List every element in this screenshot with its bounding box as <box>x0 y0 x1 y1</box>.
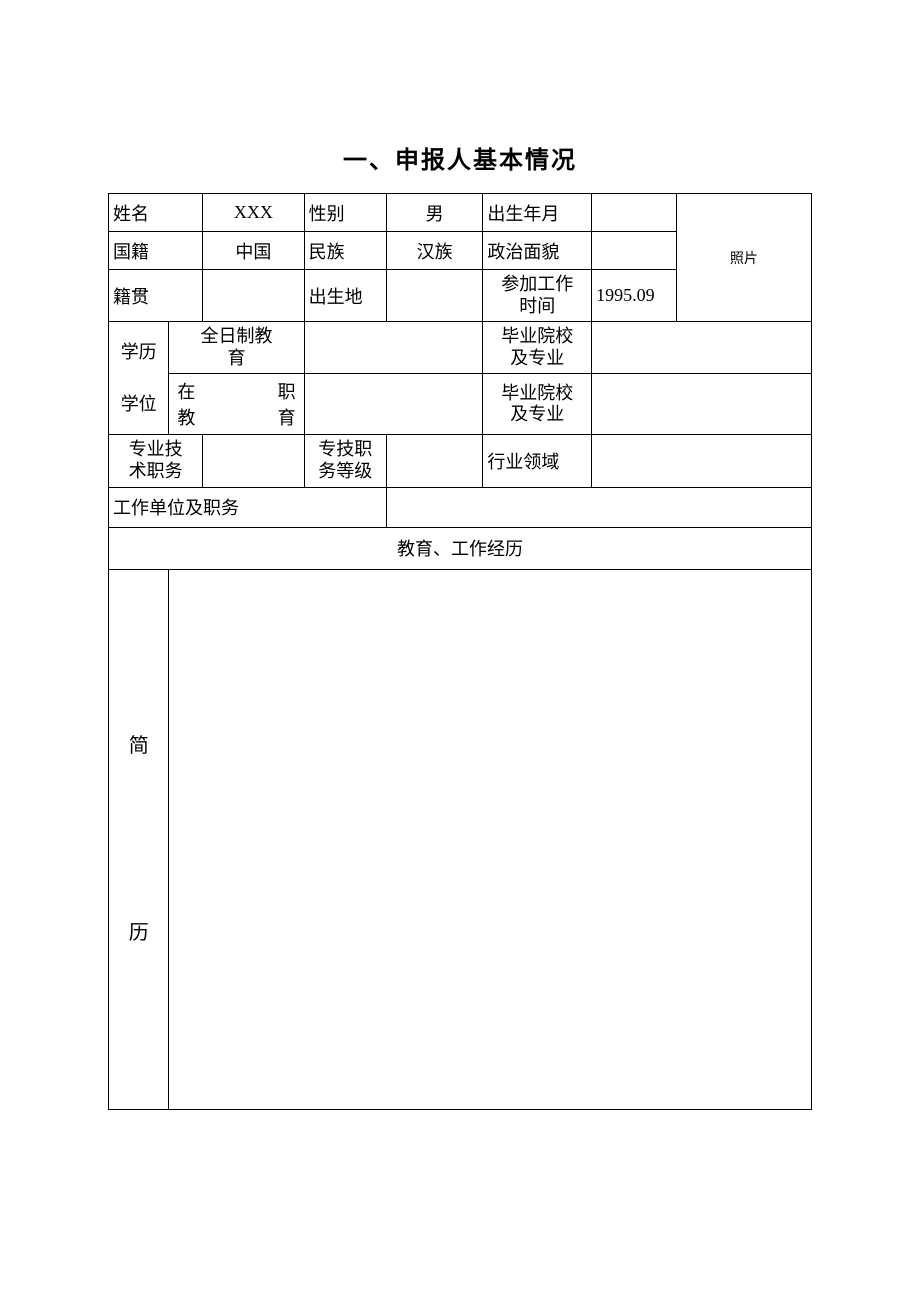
form-title: 一、申报人基本情况 <box>108 140 812 175</box>
label-political: 政治面貌 <box>483 232 592 270</box>
label-gender: 性别 <box>304 194 386 232</box>
label-birthplace: 出生地 <box>304 270 386 322</box>
label-industry: 行业领域 <box>483 435 592 487</box>
value-gradschool-1 <box>592 322 812 374</box>
value-proflevel <box>386 435 483 487</box>
value-political <box>592 232 677 270</box>
value-gender: 男 <box>386 194 483 232</box>
label-proftitle: 专业技术职务 <box>109 435 203 487</box>
label-nationality: 国籍 <box>109 232 203 270</box>
label-workunit: 工作单位及职务 <box>109 487 387 527</box>
label-onjob-edu: 在职 教育 <box>169 374 304 435</box>
value-workunit <box>386 487 811 527</box>
value-gradschool-2 <box>592 374 812 435</box>
label-edu-group: 学历学位 <box>109 322 169 435</box>
label-resume: 简 历 <box>109 569 169 1109</box>
label-proflevel: 专技职务等级 <box>304 435 386 487</box>
label-fulltime-edu: 全日制教育 <box>169 322 304 374</box>
label-name: 姓名 <box>109 194 203 232</box>
label-birth: 出生年月 <box>483 194 592 232</box>
label-ethnicity: 民族 <box>304 232 386 270</box>
value-industry <box>592 435 812 487</box>
value-resume[interactable] <box>169 569 812 1109</box>
value-workstart: 1995.09 <box>592 270 677 322</box>
value-hometown <box>203 270 304 322</box>
value-nationality: 中国 <box>203 232 304 270</box>
photo-placeholder: 照片 <box>676 194 811 322</box>
label-gradschool-2: 毕业院校及专业 <box>483 374 592 435</box>
value-birthplace <box>386 270 483 322</box>
section-edu-work-history: 教育、工作经历 <box>109 527 812 569</box>
value-fulltime-edu <box>304 322 483 374</box>
label-hometown: 籍贯 <box>109 270 203 322</box>
value-name: XXX <box>203 194 304 232</box>
value-ethnicity: 汉族 <box>386 232 483 270</box>
value-onjob-edu <box>304 374 483 435</box>
value-proftitle <box>203 435 304 487</box>
label-gradschool-1: 毕业院校及专业 <box>483 322 592 374</box>
applicant-form-table: 姓名 XXX 性别 男 出生年月 照片 国籍 中国 民族 汉族 政治面貌 籍贯 … <box>108 193 812 1110</box>
label-workstart: 参加工作时间 <box>483 270 592 322</box>
value-birth <box>592 194 677 232</box>
